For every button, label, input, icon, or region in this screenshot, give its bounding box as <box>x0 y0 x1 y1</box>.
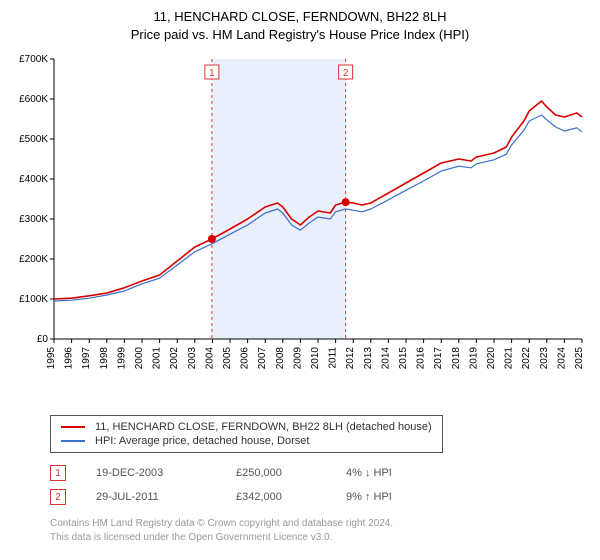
sale-row: 2 29-JUL-2011 £342,000 9% ↑ HPI <box>50 485 590 509</box>
svg-text:2025: 2025 <box>574 347 585 370</box>
svg-text:2: 2 <box>343 68 349 79</box>
sale-delta: 9% ↑ HPI <box>346 491 392 503</box>
sale-row: 1 19-DEC-2003 £250,000 4% ↓ HPI <box>50 461 590 485</box>
svg-text:2021: 2021 <box>504 347 515 370</box>
svg-text:2022: 2022 <box>521 347 532 370</box>
svg-text:£500K: £500K <box>19 134 48 145</box>
svg-text:2005: 2005 <box>222 347 233 370</box>
svg-text:£700K: £700K <box>19 54 48 65</box>
sale-date: 29-JUL-2011 <box>96 491 206 503</box>
svg-text:2019: 2019 <box>468 347 479 370</box>
sale-marker-icon: 1 <box>50 465 66 481</box>
svg-text:1999: 1999 <box>116 347 127 370</box>
svg-text:1997: 1997 <box>81 347 92 370</box>
svg-text:2000: 2000 <box>134 347 145 370</box>
legend-label: 11, HENCHARD CLOSE, FERNDOWN, BH22 8LH (… <box>95 421 432 433</box>
svg-text:2008: 2008 <box>275 347 286 370</box>
svg-text:1995: 1995 <box>46 347 57 370</box>
legend: 11, HENCHARD CLOSE, FERNDOWN, BH22 8LH (… <box>50 415 443 453</box>
footer-attribution: Contains HM Land Registry data © Crown c… <box>50 517 590 544</box>
legend-item: 11, HENCHARD CLOSE, FERNDOWN, BH22 8LH (… <box>61 420 432 434</box>
footer-line: Contains HM Land Registry data © Crown c… <box>50 517 590 531</box>
svg-text:1998: 1998 <box>99 347 110 370</box>
legend-label: HPI: Average price, detached house, Dors… <box>95 435 309 447</box>
svg-text:£200K: £200K <box>19 254 48 265</box>
svg-text:2015: 2015 <box>398 347 409 370</box>
svg-text:2006: 2006 <box>240 347 251 370</box>
svg-text:2011: 2011 <box>328 347 339 369</box>
chart-title-address: 11, HENCHARD CLOSE, FERNDOWN, BH22 8LH <box>10 8 590 26</box>
svg-text:2017: 2017 <box>433 347 444 370</box>
svg-text:£600K: £600K <box>19 94 48 105</box>
sale-date: 19-DEC-2003 <box>96 467 206 479</box>
svg-text:2004: 2004 <box>204 347 215 370</box>
chart-area: £0 £100K £200K £300K £400K £500K £600K £700K 199… <box>10 49 590 409</box>
sale-price: £342,000 <box>236 491 316 503</box>
svg-text:2010: 2010 <box>310 347 321 370</box>
svg-text:2024: 2024 <box>556 347 567 370</box>
sale-delta: 4% ↓ HPI <box>346 467 392 479</box>
footer-line: This data is licensed under the Open Gov… <box>50 531 590 545</box>
svg-text:2002: 2002 <box>169 347 180 370</box>
svg-text:£100K: £100K <box>19 294 48 305</box>
svg-text:1996: 1996 <box>64 347 75 370</box>
legend-swatch <box>61 440 85 442</box>
sales-table: 1 19-DEC-2003 £250,000 4% ↓ HPI 2 29-JUL… <box>50 461 590 509</box>
sale-price: £250,000 <box>236 467 316 479</box>
line-chart-svg: £0 £100K £200K £300K £400K £500K £600K £700K 199… <box>10 49 590 409</box>
svg-text:2009: 2009 <box>292 347 303 370</box>
svg-text:2014: 2014 <box>380 347 391 370</box>
svg-text:2020: 2020 <box>486 347 497 370</box>
svg-text:2016: 2016 <box>416 347 427 370</box>
legend-item: HPI: Average price, detached house, Dors… <box>61 434 432 448</box>
svg-text:2012: 2012 <box>345 347 356 370</box>
svg-text:£300K: £300K <box>19 214 48 225</box>
svg-text:2018: 2018 <box>451 347 462 370</box>
svg-text:2003: 2003 <box>187 347 198 370</box>
legend-swatch <box>61 426 85 428</box>
svg-text:£0: £0 <box>37 334 49 345</box>
svg-text:2013: 2013 <box>363 347 374 370</box>
svg-text:1: 1 <box>209 68 215 79</box>
svg-text:2007: 2007 <box>257 347 268 370</box>
svg-text:2023: 2023 <box>539 347 550 370</box>
chart-subtitle: Price paid vs. HM Land Registry's House … <box>10 26 590 44</box>
sale-marker-icon: 2 <box>50 489 66 505</box>
svg-text:£400K: £400K <box>19 174 48 185</box>
svg-text:2001: 2001 <box>152 347 163 370</box>
